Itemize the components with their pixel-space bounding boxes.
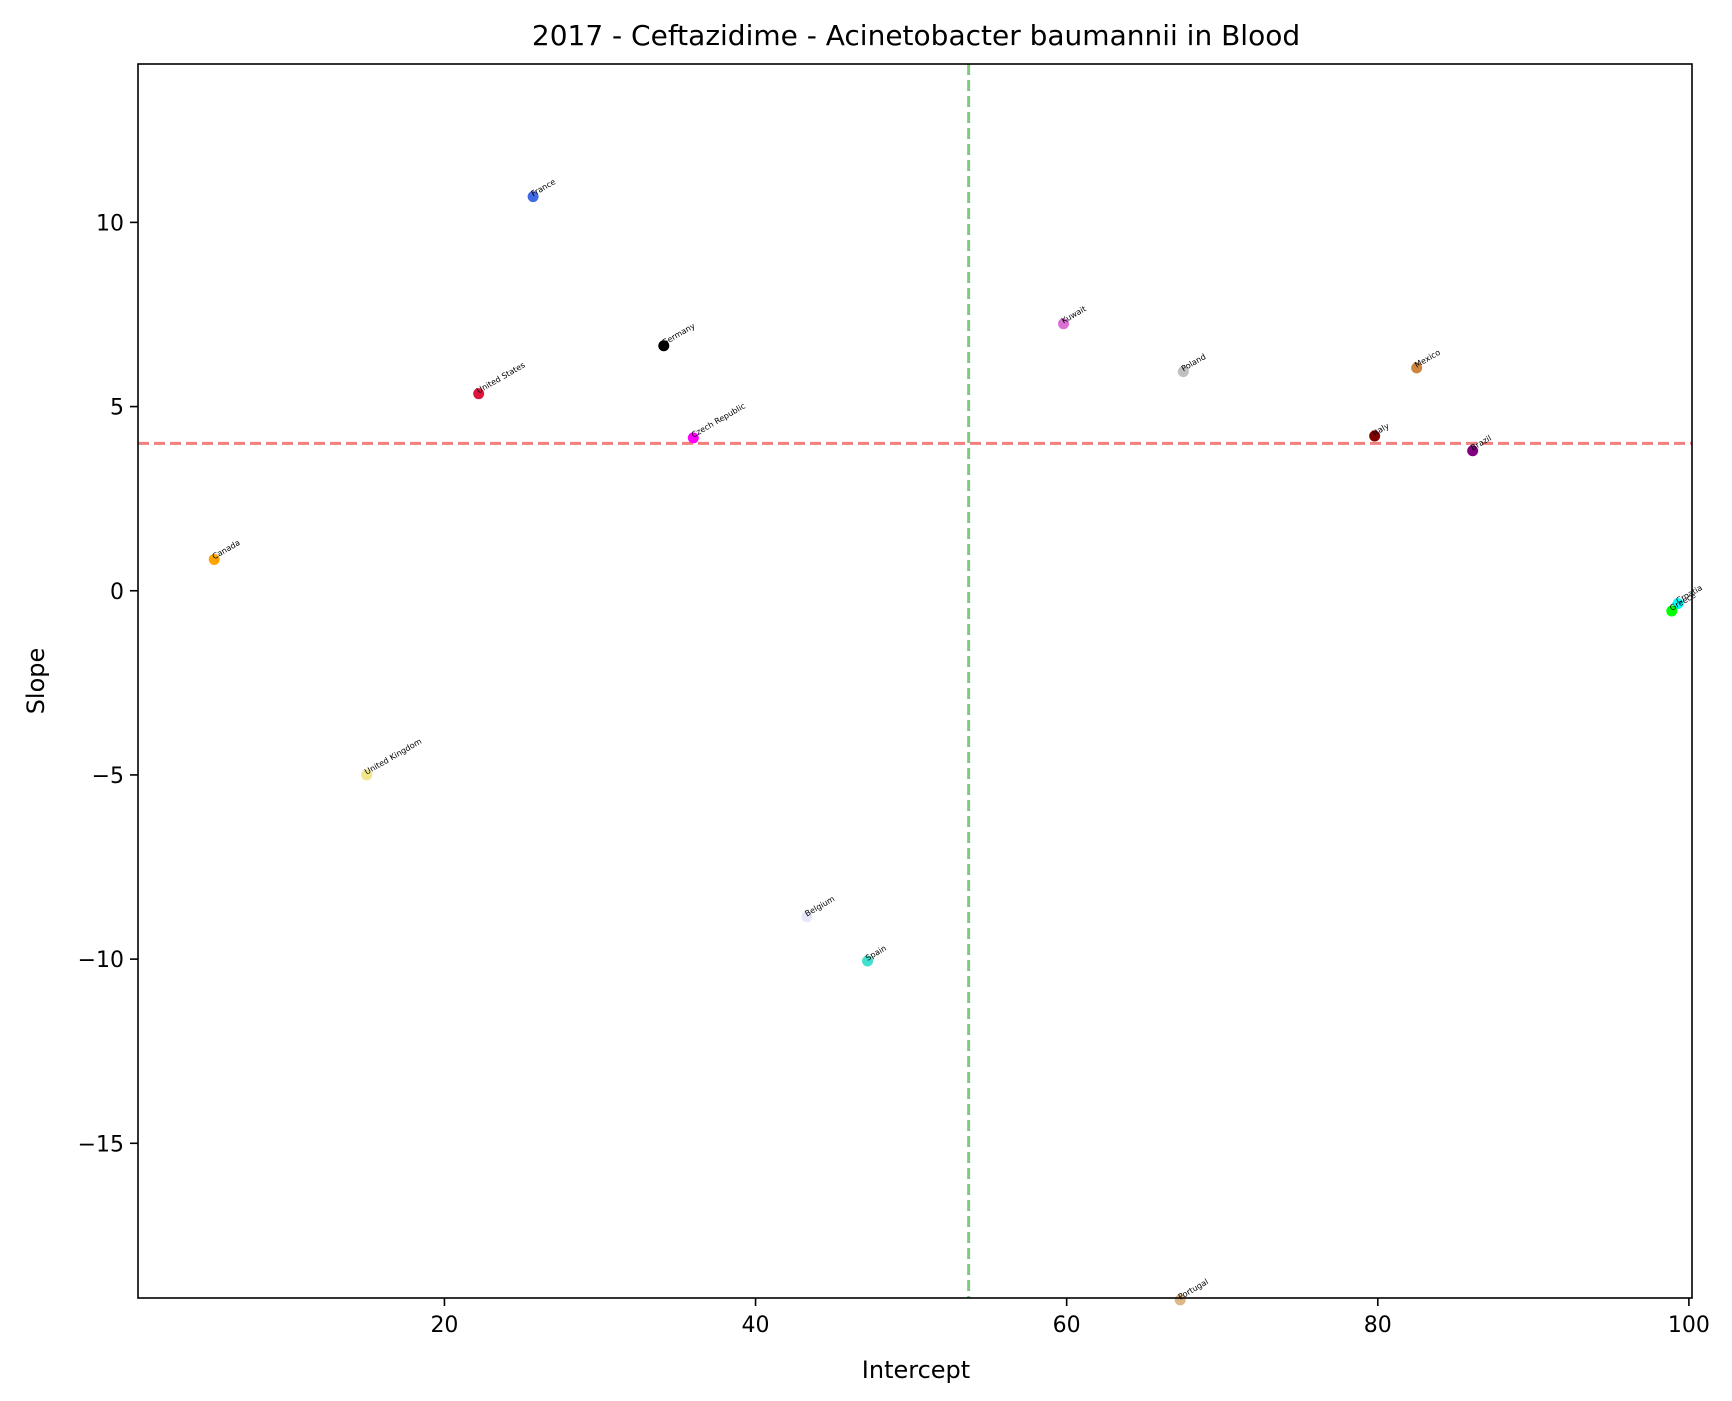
x-axis-label: Intercept: [862, 1356, 970, 1384]
plot-frame: [137, 63, 1693, 1299]
x-tick-label: 40: [742, 1313, 770, 1338]
y-tick-label: −5: [92, 764, 124, 789]
data-points: [208, 191, 1684, 1306]
data-point: [1058, 318, 1070, 330]
y-axis-ticks: 10 5 0 −5 −10 −15: [78, 211, 138, 1157]
y-tick-label: −10: [78, 948, 124, 973]
y-tick-label: 5: [110, 396, 124, 421]
data-point: [208, 553, 220, 565]
x-tick-label: 80: [1364, 1313, 1392, 1338]
data-point: [1174, 1294, 1186, 1306]
y-tick-label: 0: [110, 580, 124, 605]
x-tick-label: 100: [1668, 1313, 1710, 1338]
data-point: [1177, 366, 1189, 378]
x-tick-label: 60: [1053, 1313, 1081, 1338]
data-point: [801, 911, 813, 923]
data-point: [1411, 362, 1423, 374]
data-point: [361, 769, 373, 781]
y-axis-label: Slope: [22, 648, 50, 715]
plot-area: [138, 64, 1692, 1298]
y-tick-label: −15: [78, 1132, 124, 1157]
data-point: [687, 432, 699, 444]
data-point: [1467, 445, 1479, 457]
data-point: [1369, 430, 1381, 442]
data-point: [862, 955, 874, 967]
y-tick-label: 10: [96, 211, 124, 236]
chart-title: 2017 - Ceftazidime - Acinetobacter bauma…: [532, 19, 1300, 52]
data-point: [473, 388, 485, 400]
x-tick-label: 20: [430, 1313, 458, 1338]
data-point: [658, 340, 670, 352]
data-point: [527, 191, 539, 203]
data-point: [1666, 605, 1678, 617]
reference-lines: [138, 64, 1692, 1298]
data-point: [1672, 598, 1684, 610]
x-axis-ticks: 20 40 60 80 100: [430, 1298, 1710, 1338]
